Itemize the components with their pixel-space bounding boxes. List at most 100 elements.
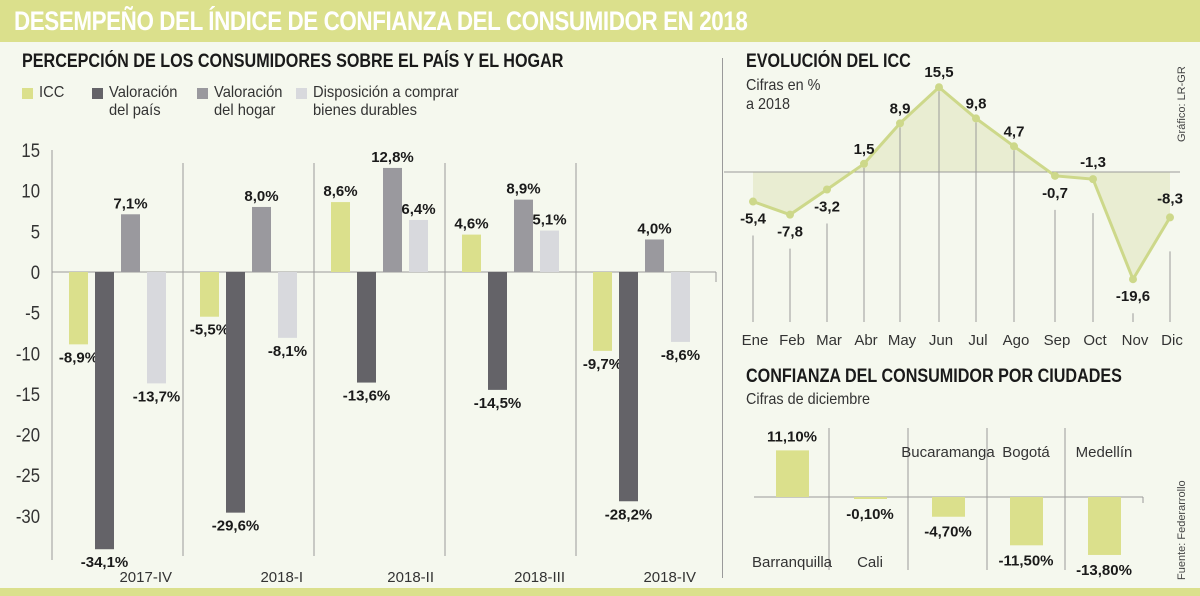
data-label: -0,10% xyxy=(846,506,894,523)
data-label: 4,0% xyxy=(637,220,671,237)
data-point xyxy=(896,119,904,128)
bar-pais xyxy=(357,272,376,383)
x-tick-label: 2018-IV xyxy=(643,569,696,586)
data-label: -8,6% xyxy=(661,347,700,364)
data-point xyxy=(786,210,794,219)
city-label: Bogotá xyxy=(1002,444,1050,461)
page-title: DESEMPEÑO DEL ÍNDICE DE CONFIANZA DEL CO… xyxy=(14,6,748,36)
data-label: -9,7% xyxy=(583,356,622,373)
city-bar xyxy=(854,497,887,499)
y-tick-label: -5 xyxy=(25,303,40,324)
bar-pais xyxy=(619,272,638,502)
y-tick-label: -30 xyxy=(16,506,40,527)
data-label: -0,7 xyxy=(1042,185,1068,202)
bar-durables xyxy=(278,272,297,338)
city-bar xyxy=(776,450,809,497)
data-label: -5,5% xyxy=(190,322,229,339)
city-bar xyxy=(1010,497,1043,546)
data-label: 8,9% xyxy=(506,181,540,198)
bar-icc xyxy=(200,272,219,317)
x-tick-label: Ene xyxy=(742,332,769,349)
legend-label: Valoración del país xyxy=(109,84,178,119)
data-label: -11,50% xyxy=(998,552,1053,569)
y-tick-label: -25 xyxy=(16,465,40,486)
legend-item-icc: ICC xyxy=(22,84,67,102)
legend-swatch-durables xyxy=(296,88,307,99)
city-label: Bucaramanga xyxy=(901,444,995,461)
data-point xyxy=(1010,142,1018,151)
data-point xyxy=(860,159,868,168)
data-label: -14,5% xyxy=(474,395,522,412)
data-label: -8,1% xyxy=(268,343,307,360)
legend-swatch-pais xyxy=(92,88,103,99)
data-label: 4,7 xyxy=(1004,123,1025,140)
bar-icc xyxy=(331,202,350,272)
x-tick-label: Oct xyxy=(1083,332,1107,349)
x-tick-label: Sep xyxy=(1044,332,1071,349)
city-label: Medellín xyxy=(1076,444,1133,461)
x-tick-label: 2018-II xyxy=(387,569,434,586)
line-chart-title: EVOLUCIÓN DEL ICC xyxy=(746,51,911,72)
data-label: -19,6 xyxy=(1116,288,1150,305)
data-label: -13,6% xyxy=(343,388,391,405)
data-label: -3,2 xyxy=(814,199,840,216)
data-label: -7,8 xyxy=(777,224,803,241)
x-tick-label: Dic xyxy=(1161,332,1183,349)
bar-durables xyxy=(147,272,166,384)
x-tick-label: Feb xyxy=(779,332,805,349)
data-label: -29,6% xyxy=(212,518,260,535)
y-tick-label: 5 xyxy=(31,221,40,242)
bar-pais xyxy=(95,272,114,550)
bar-hogar xyxy=(383,167,402,272)
data-point xyxy=(972,114,980,123)
y-tick-label: -10 xyxy=(16,343,40,364)
bar-durables xyxy=(540,230,559,272)
bar-durables xyxy=(671,272,690,342)
data-label: -13,7% xyxy=(133,388,181,405)
data-label: 1,5 xyxy=(854,141,875,158)
data-label: -13,80% xyxy=(1076,562,1132,579)
legend-label: ICC xyxy=(39,84,65,101)
legend-label: Valoración del hogar xyxy=(214,84,283,119)
section-divider xyxy=(722,58,723,578)
bar-icc xyxy=(593,272,612,351)
data-point xyxy=(1089,175,1097,184)
x-tick-label: May xyxy=(888,332,917,349)
data-label: -8,9% xyxy=(59,349,98,366)
city-label: Cali xyxy=(857,554,883,571)
data-label: 8,0% xyxy=(244,188,278,205)
data-label: -34,1% xyxy=(81,554,129,571)
legend-label: Disposición a comprar bienes durables xyxy=(313,84,459,119)
data-point xyxy=(823,185,831,194)
bar-hogar xyxy=(121,214,140,272)
data-label: 12,8% xyxy=(371,149,414,166)
footer-bar xyxy=(0,588,1200,596)
x-tick-label: Jul xyxy=(968,332,987,349)
data-point xyxy=(1129,275,1137,284)
x-tick-label: Ago xyxy=(1003,332,1030,349)
y-tick-label: -20 xyxy=(16,425,40,446)
data-label: 15,5 xyxy=(924,64,953,81)
bar-icc xyxy=(462,234,481,272)
line-chart-subtitle: Cifras en % a 2018 xyxy=(746,77,821,113)
icc-line xyxy=(752,85,1172,283)
y-tick-label: 15 xyxy=(21,140,40,161)
data-label: 6,4% xyxy=(401,201,435,218)
data-label: -28,2% xyxy=(605,506,653,523)
legend-item-pais: Valoración del país xyxy=(92,84,183,120)
bar-durables xyxy=(409,219,428,272)
bar-hogar xyxy=(645,239,664,272)
data-point xyxy=(749,197,757,206)
legend-item-durables: Disposición a comprar bienes durables xyxy=(296,84,471,120)
data-label: -8,3 xyxy=(1157,190,1183,207)
y-tick-label: -15 xyxy=(16,384,40,405)
bar-pais xyxy=(488,272,507,390)
line-area-fill xyxy=(753,87,1170,280)
data-label: 11,10% xyxy=(767,428,817,445)
legend-swatch-hogar xyxy=(197,88,208,99)
data-label: 9,8 xyxy=(966,95,987,112)
legend-swatch-icc xyxy=(22,88,33,99)
data-point xyxy=(1051,171,1059,180)
